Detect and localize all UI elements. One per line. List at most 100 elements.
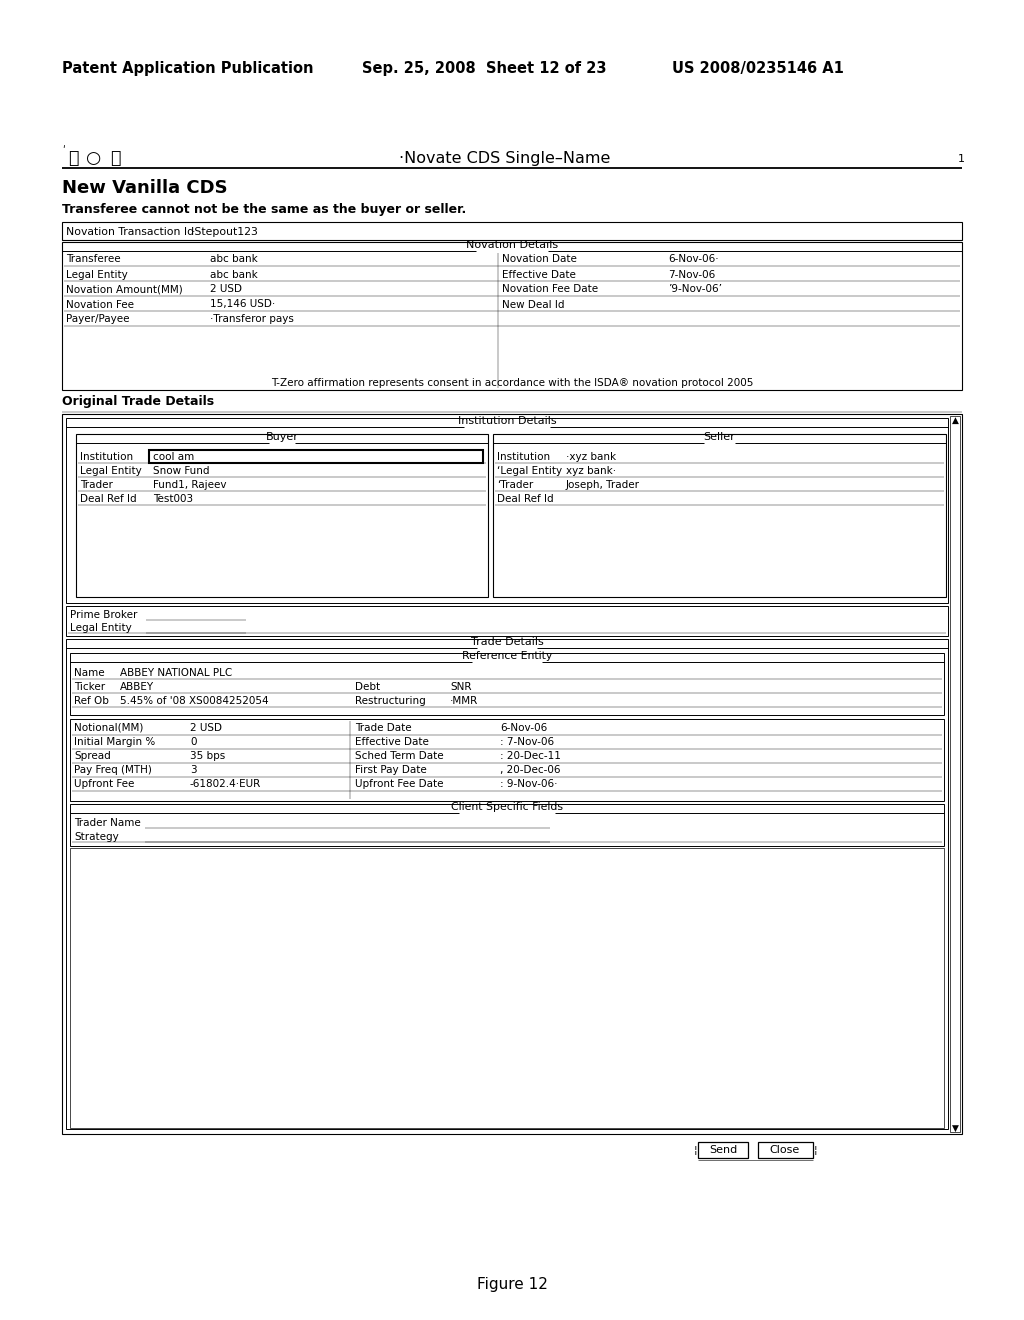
Text: ·Novate CDS Single–Name: ·Novate CDS Single–Name	[399, 152, 610, 166]
Text: Legal Entity: Legal Entity	[70, 623, 132, 634]
Text: Novation Fee Date: Novation Fee Date	[502, 285, 598, 294]
Bar	[62, 222, 962, 240]
Bar	[66, 418, 948, 603]
Text: ¦: ¦	[814, 1144, 817, 1155]
Text: Ⓒ: Ⓒ	[110, 149, 120, 168]
Text: Legal Entity: Legal Entity	[80, 466, 141, 475]
Text: 3: 3	[190, 766, 197, 775]
Text: ABBEY NATIONAL PLC: ABBEY NATIONAL PLC	[120, 668, 232, 677]
Text: Sep. 25, 2008  Sheet 12 of 23: Sep. 25, 2008 Sheet 12 of 23	[362, 61, 606, 75]
Text: Pay Freq (MTH): Pay Freq (MTH)	[74, 766, 152, 775]
Text: Trade Date: Trade Date	[355, 723, 412, 733]
Text: 5.45% of '08 XS0084252054: 5.45% of '08 XS0084252054	[120, 696, 268, 705]
Text: 35 bps: 35 bps	[190, 751, 225, 762]
Text: US 2008/0235146 A1: US 2008/0235146 A1	[672, 61, 844, 75]
Text: Spread: Spread	[74, 751, 111, 762]
Text: Ticker: Ticker	[74, 681, 105, 692]
Bar	[70, 804, 944, 846]
Text: ‘Legal Entity: ‘Legal Entity	[497, 466, 562, 475]
Bar	[70, 653, 944, 715]
Text: : 20-Dec-11: : 20-Dec-11	[500, 751, 561, 762]
Text: Seller: Seller	[703, 432, 735, 442]
Text: Notional(MM): Notional(MM)	[74, 723, 143, 733]
Text: : 7-Nov-06: : 7-Nov-06	[500, 737, 554, 747]
Text: Send: Send	[709, 1144, 737, 1155]
Text: Upfront Fee Date: Upfront Fee Date	[355, 779, 443, 789]
Text: Reference Entity: Reference Entity	[462, 651, 552, 661]
Text: Client Specific Fields: Client Specific Fields	[451, 803, 563, 812]
Text: Name: Name	[74, 668, 104, 677]
Bar	[70, 719, 944, 801]
Text: Restructuring: Restructuring	[355, 696, 426, 705]
Text: Novation Details: Novation Details	[466, 240, 558, 249]
Bar	[493, 434, 946, 597]
Text: Original Trade Details: Original Trade Details	[62, 396, 214, 408]
Text: 7-Nov-06: 7-Nov-06	[668, 269, 715, 280]
Text: T-Zero affirmation represents consent in accordance with the ISDA® novation prot: T-Zero affirmation represents consent in…	[270, 378, 754, 388]
Text: Patent Application Publication: Patent Application Publication	[62, 61, 313, 75]
Text: Novation Transaction Id: Novation Transaction Id	[66, 227, 195, 238]
Text: 1: 1	[958, 154, 965, 164]
Text: , 20-Dec-06: , 20-Dec-06	[500, 766, 560, 775]
Text: abc bank: abc bank	[210, 255, 258, 264]
Text: Close: Close	[770, 1144, 800, 1155]
Text: 2 USD: 2 USD	[190, 723, 222, 733]
Text: Effective Date: Effective Date	[355, 737, 429, 747]
Bar	[62, 414, 962, 1134]
Bar	[66, 606, 948, 636]
Text: -61802.4·EUR: -61802.4·EUR	[190, 779, 261, 789]
Text: ○: ○	[86, 149, 101, 168]
Text: Novation Date: Novation Date	[502, 255, 577, 264]
Text: Ref Ob: Ref Ob	[74, 696, 109, 705]
Text: ABBEY: ABBEY	[120, 681, 155, 692]
Text: Sched Term Date: Sched Term Date	[355, 751, 443, 762]
Text: ▲: ▲	[951, 416, 958, 425]
Text: Initial Margin %: Initial Margin %	[74, 737, 156, 747]
Text: Effective Date: Effective Date	[502, 269, 575, 280]
Text: Trader: Trader	[80, 479, 113, 490]
Text: Fund1, Rajeev: Fund1, Rajeev	[153, 479, 226, 490]
Text: Deal Ref Id: Deal Ref Id	[497, 494, 554, 503]
Text: First Pay Date: First Pay Date	[355, 766, 427, 775]
Text: : 9-Nov-06·: : 9-Nov-06·	[500, 779, 557, 789]
Text: Trader Name: Trader Name	[74, 818, 140, 828]
Text: Strategy: Strategy	[74, 832, 119, 842]
Text: Payer/Payee: Payer/Payee	[66, 314, 129, 325]
Bar	[758, 1142, 813, 1158]
Bar	[70, 847, 944, 1129]
Text: abc bank: abc bank	[210, 269, 258, 280]
Text: Transferee: Transferee	[66, 255, 121, 264]
Text: ·xyz bank: ·xyz bank	[566, 451, 616, 462]
Text: SNR: SNR	[450, 681, 471, 692]
Text: 0: 0	[190, 737, 197, 747]
Text: Novation Amount(MM): Novation Amount(MM)	[66, 285, 182, 294]
Bar	[698, 1142, 748, 1158]
Bar	[150, 450, 483, 463]
Text: ▼: ▼	[951, 1123, 958, 1133]
Text: Institution Details: Institution Details	[458, 416, 556, 426]
Text: 2 USD: 2 USD	[210, 285, 242, 294]
Text: New Deal Id: New Deal Id	[502, 300, 564, 309]
Text: Deal Ref Id: Deal Ref Id	[80, 494, 136, 503]
Bar	[66, 639, 948, 1129]
Text: ‘Trader: ‘Trader	[497, 479, 534, 490]
Text: Snow Fund: Snow Fund	[153, 466, 210, 475]
Text: ¦: ¦	[694, 1144, 697, 1155]
Text: Legal Entity: Legal Entity	[66, 269, 128, 280]
Bar	[62, 242, 962, 389]
Text: 6-Nov-06: 6-Nov-06	[500, 723, 547, 733]
Text: 6-Nov-06·: 6-Nov-06·	[668, 255, 719, 264]
Text: Institution: Institution	[497, 451, 550, 462]
Text: Prime Broker: Prime Broker	[70, 610, 137, 620]
Text: ⓪: ⓪	[68, 149, 78, 168]
Text: New Vanilla CDS: New Vanilla CDS	[62, 180, 227, 197]
Bar	[950, 416, 961, 1133]
Text: Transferee cannot not be the same as the buyer or seller.: Transferee cannot not be the same as the…	[62, 203, 466, 216]
Text: Buyer: Buyer	[265, 432, 298, 442]
Text: ·MMR: ·MMR	[450, 696, 478, 705]
Text: Figure 12: Figure 12	[476, 1278, 548, 1292]
Text: Joseph, Trader: Joseph, Trader	[566, 479, 640, 490]
Text: Institution: Institution	[80, 451, 133, 462]
Text: cool am: cool am	[153, 451, 195, 462]
Text: ʹ: ʹ	[62, 147, 65, 156]
